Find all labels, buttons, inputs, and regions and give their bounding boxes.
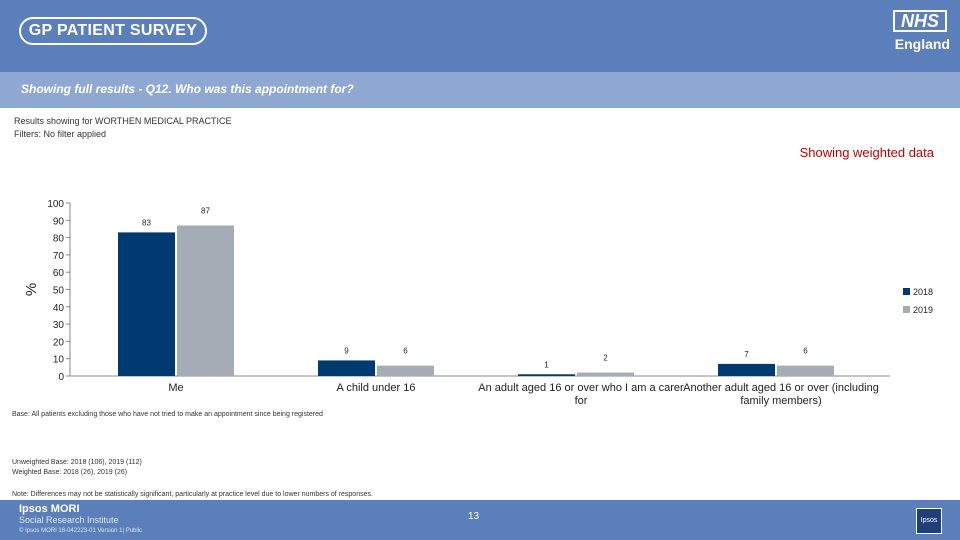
y-tick-label: 80: [53, 234, 65, 245]
question-bar: Showing full results - Q12. Who was this…: [0, 72, 960, 108]
weighted-base-note: Weighted Base: 2018 (26), 2019 (26): [12, 469, 128, 476]
ipsos-logo: Ipsos: [916, 508, 942, 534]
bar-chart: 0 10 20 30 40 50 60 70 80 90 100% 83 87 Me 9 6 A child u…: [23, 199, 933, 407]
x-tick-label: An adult aged 16 or over who I am a care…: [478, 382, 684, 394]
bar-2018: [318, 360, 375, 376]
bar-2018: [518, 374, 575, 376]
bar-2019: [577, 372, 634, 376]
legend-swatch-2019: [903, 306, 910, 313]
y-tick-label: 90: [53, 216, 65, 227]
bar-2019: [777, 365, 834, 376]
y-tick-label: 0: [58, 372, 64, 383]
weighted-data-label: Showing weighted data: [799, 145, 934, 160]
y-tick-label: 70: [53, 251, 65, 262]
differences-note: Note: Differences may not be statistical…: [12, 491, 373, 498]
data-label: 1: [544, 360, 549, 369]
x-tick-label: A child under 16: [337, 382, 416, 394]
data-label: 7: [744, 350, 749, 359]
nhs-logo: NHS: [893, 10, 947, 32]
x-tick-label: Another adult aged 16 or over (including: [683, 382, 879, 394]
y-tick-label: 50: [53, 286, 65, 297]
legal-label: © Ipsos MORI 18-042223-01 Version 1| Pub…: [19, 528, 143, 534]
bar-2019: [177, 225, 234, 376]
nhs-england-label: England: [894, 36, 950, 52]
y-tick-label: 30: [53, 320, 65, 331]
header-bar: GP PATIENT SURVEY NHS England: [0, 0, 960, 72]
y-tick-label: 40: [53, 303, 65, 314]
x-tick-label: family members): [740, 395, 821, 407]
page-number: 13: [468, 511, 480, 522]
y-tick-label: 100: [47, 199, 64, 210]
practice-label: Results showing for WORTHEN MEDICAL PRAC…: [14, 116, 232, 126]
footer-bar: Ipsos MORI Social Research Institute © I…: [0, 500, 960, 540]
x-tick-label: Me: [168, 382, 183, 394]
legend-label-2019: 2019: [913, 305, 933, 315]
y-tick-label: 60: [53, 268, 65, 279]
data-label: 83: [142, 218, 151, 227]
legend-label-2018: 2018: [913, 287, 933, 297]
bar-2019: [377, 365, 434, 376]
ipsos-mori-label: Ipsos MORI: [19, 503, 80, 515]
question-title: Showing full results - Q12. Who was this…: [21, 82, 354, 96]
bar-2018: [118, 232, 175, 376]
data-label: 2: [603, 354, 608, 363]
base-note: Base: All patients excluding those who h…: [12, 411, 323, 418]
bar-2018: [718, 363, 775, 376]
unweighted-base-note: Unweighted Base: 2018 (106), 2019 (112): [12, 459, 142, 466]
data-label: 6: [803, 347, 808, 356]
y-tick-label: 20: [53, 337, 65, 348]
x-tick-label: for: [575, 395, 588, 407]
y-axis-label: %: [23, 283, 40, 296]
filters-label: Filters: No filter applied: [14, 129, 107, 139]
data-label: 6: [403, 347, 408, 356]
data-label: 9: [344, 346, 349, 355]
legend-swatch-2018: [903, 288, 910, 295]
sri-label: Social Research Institute: [19, 515, 119, 525]
y-tick-label: 10: [53, 355, 65, 366]
data-label: 87: [201, 206, 210, 215]
gp-survey-logo: GP PATIENT SURVEY: [19, 17, 207, 45]
